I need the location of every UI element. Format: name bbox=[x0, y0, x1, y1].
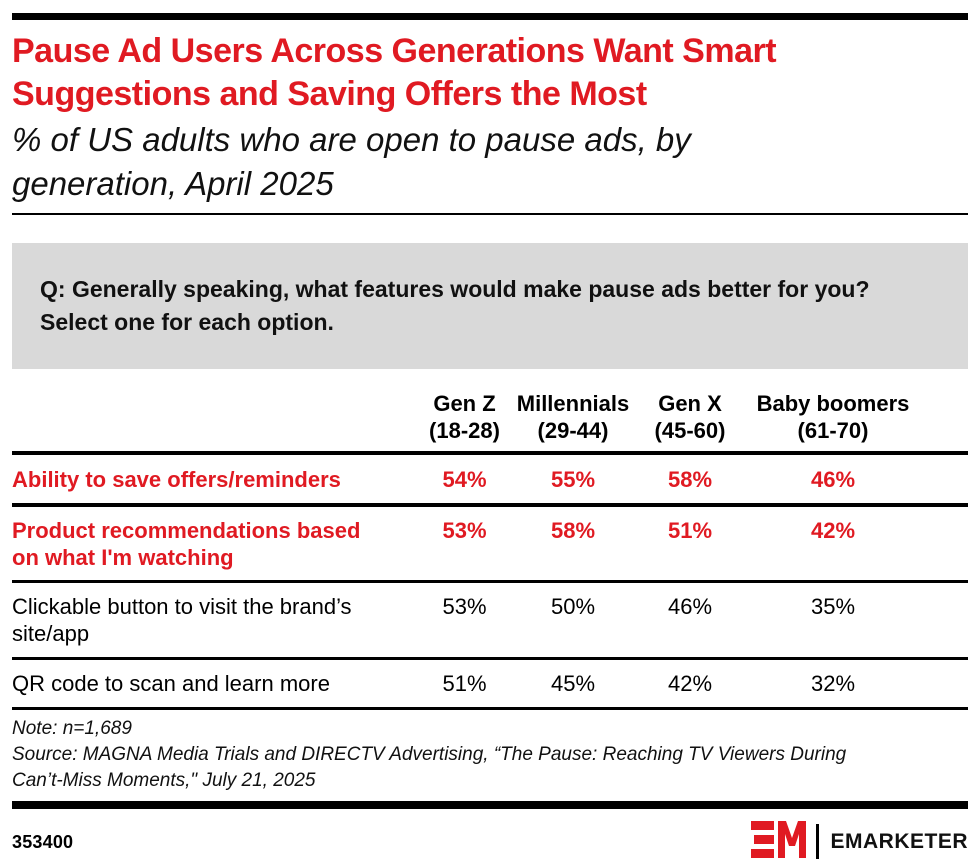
value-cell: 35% bbox=[746, 581, 968, 660]
value-cell: 42% bbox=[634, 658, 746, 710]
footnotes: Note: n=1,689 Source: MAGNA Media Trials… bbox=[12, 716, 968, 794]
column-header-age-range: (18-28) bbox=[429, 418, 500, 443]
column-header-label: Baby boomers bbox=[756, 391, 910, 416]
row-label-line: Ability to save offers/reminders bbox=[12, 467, 341, 492]
value-cell: 54% bbox=[417, 453, 512, 507]
row-label: Product recommendations based on what I'… bbox=[12, 505, 417, 583]
column-header-label: Gen X bbox=[658, 391, 722, 416]
column-header-baby-boomers: Baby boomers (61-70) bbox=[746, 388, 968, 455]
value-cell: 58% bbox=[512, 505, 634, 583]
value-cell: 45% bbox=[512, 658, 634, 710]
value-cell: 46% bbox=[634, 581, 746, 660]
source-text: Source: MAGNA Media Trials and DIRECTV A… bbox=[12, 744, 847, 791]
column-header-label: Millennials bbox=[516, 391, 630, 416]
chart-id: 353400 bbox=[12, 831, 74, 852]
table-row-clickable-button: Clickable button to visit the brand’s si… bbox=[12, 581, 968, 660]
column-header-age-range: (61-70) bbox=[797, 418, 869, 443]
header-empty-cell bbox=[12, 388, 417, 455]
data-table: Gen Z (18-28) Millennials (29-44) Gen X … bbox=[12, 388, 968, 710]
row-label-line: QR code to scan and learn more bbox=[12, 671, 330, 696]
bottom-rule-bar bbox=[12, 801, 968, 809]
footer: 353400 EMARKETER bbox=[12, 821, 968, 859]
logo-divider bbox=[816, 823, 820, 859]
row-label: QR code to scan and learn more bbox=[12, 658, 417, 710]
page-title: Pause Ad Users Across Generations Want S… bbox=[12, 32, 777, 113]
value-cell: 51% bbox=[634, 505, 746, 583]
table-row-product-recommendations: Product recommendations based on what I'… bbox=[12, 505, 968, 583]
brand-wordmark: EMARKETER bbox=[830, 830, 968, 853]
column-header-gen-z: Gen Z (18-28) bbox=[417, 388, 512, 455]
column-header-gen-x: Gen X (45-60) bbox=[634, 388, 746, 455]
column-header-age-range: (29-44) bbox=[537, 418, 609, 443]
row-label: Ability to save offers/reminders bbox=[12, 453, 417, 507]
row-label-line: Product recommendations based bbox=[12, 518, 361, 543]
emarketer-monogram-icon bbox=[751, 821, 807, 859]
table-row-save-offers: Ability to save offers/reminders 54% 55%… bbox=[12, 453, 968, 507]
top-rule-bar bbox=[12, 13, 968, 20]
column-header-label: Gen Z bbox=[433, 391, 496, 416]
table-row-qr-code: QR code to scan and learn more 51% 45% 4… bbox=[12, 658, 968, 710]
row-label-line: Clickable button to visit the brand’s bbox=[12, 594, 352, 619]
value-cell: 58% bbox=[634, 453, 746, 507]
table-header-row: Gen Z (18-28) Millennials (29-44) Gen X … bbox=[12, 388, 968, 455]
value-cell: 53% bbox=[417, 505, 512, 583]
column-header-millennials: Millennials (29-44) bbox=[512, 388, 634, 455]
column-header-age-range: (45-60) bbox=[654, 418, 726, 443]
value-cell: 46% bbox=[746, 453, 968, 507]
value-cell: 50% bbox=[512, 581, 634, 660]
page-subtitle: % of US adults who are open to pause ads… bbox=[12, 121, 691, 202]
emarketer-logo: EMARKETER bbox=[751, 821, 968, 859]
value-cell: 42% bbox=[746, 505, 968, 583]
value-cell: 55% bbox=[512, 453, 634, 507]
value-cell: 51% bbox=[417, 658, 512, 710]
row-label-line: site/app bbox=[12, 621, 90, 646]
value-cell: 32% bbox=[746, 658, 968, 710]
note-text: Note: n=1,689 bbox=[12, 718, 132, 739]
question-text: Q: Generally speaking, what features wou… bbox=[40, 276, 870, 335]
row-label-line: on what I'm watching bbox=[12, 545, 234, 570]
value-cell: 53% bbox=[417, 581, 512, 660]
row-label: Clickable button to visit the brand’s si… bbox=[12, 581, 417, 660]
question-box: Q: Generally speaking, what features wou… bbox=[12, 243, 968, 369]
subtitle-divider bbox=[12, 213, 968, 215]
